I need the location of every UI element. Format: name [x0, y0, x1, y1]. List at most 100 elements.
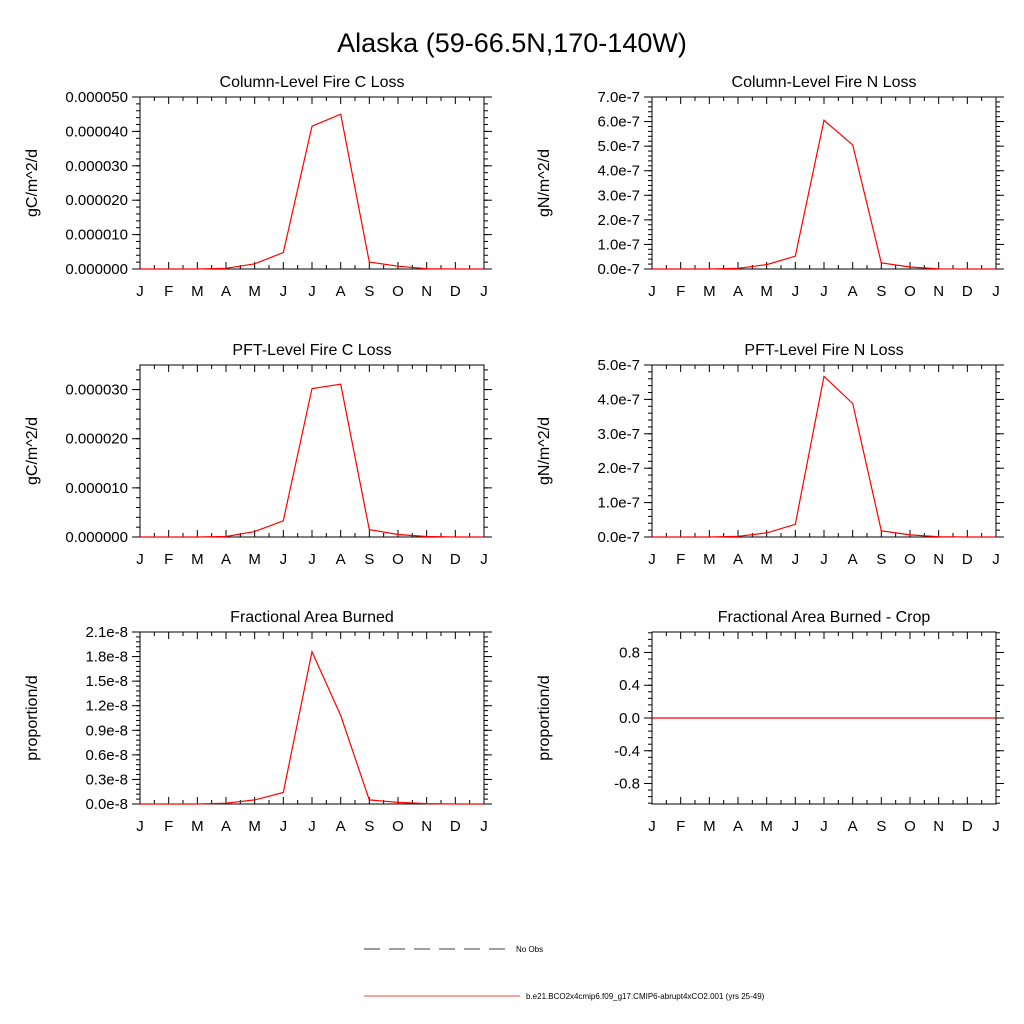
x-tick-label: A: [221, 818, 231, 835]
panel-title: PFT-Level Fire C Loss: [232, 342, 391, 359]
y-axis-label: gN/m^2/d: [536, 417, 553, 485]
panel-6: Fractional Area Burned - Crop proportion/…: [536, 609, 1004, 835]
x-tick-label: N: [421, 818, 432, 835]
x-tick-label: F: [164, 283, 173, 300]
x-tick-label: N: [933, 818, 944, 835]
x-tick-label: J: [820, 818, 828, 835]
x-tick-label: O: [392, 283, 404, 300]
series-line: [652, 119, 996, 270]
x-tick-label: D: [450, 818, 461, 835]
x-tick-label: D: [450, 283, 461, 300]
x-tick-label: O: [904, 551, 916, 568]
x-tick-label: M: [760, 283, 773, 300]
x-tick-label: M: [191, 818, 204, 835]
x-tick-label: J: [480, 551, 488, 568]
y-tick-label: 5.0e-7: [597, 357, 640, 374]
x-tick-label: O: [904, 818, 916, 835]
x-tick-label: J: [820, 283, 828, 300]
x-tick-label: N: [421, 551, 432, 568]
x-tick-label: F: [164, 818, 173, 835]
y-tick-label: -0.4: [614, 743, 640, 760]
x-tick-label: J: [648, 283, 656, 300]
y-tick-label: 0.0e-8: [85, 796, 128, 813]
y-tick-label: 0.8: [619, 644, 640, 661]
x-tick-label: D: [450, 551, 461, 568]
x-tick-label: F: [676, 551, 685, 568]
x-tick-label: S: [364, 283, 374, 300]
legend: No Obs b.e21.BCO2x4cmip6.f09_g17.CMIP6-a…: [364, 945, 765, 1001]
y-axis-label: proportion/d: [536, 675, 553, 760]
x-tick-label: J: [648, 818, 656, 835]
x-tick-label: J: [308, 818, 316, 835]
y-tick-label: 0.000000: [65, 529, 128, 546]
y-tick-label: 0.000020: [65, 431, 128, 448]
panel-title: Fractional Area Burned - Crop: [718, 609, 931, 626]
x-tick-label: M: [703, 818, 716, 835]
x-tick-label: J: [792, 551, 800, 568]
x-tick-label: M: [248, 818, 261, 835]
panel-title: Column-Level Fire C Loss: [220, 74, 405, 91]
y-tick-label: 0.000000: [65, 261, 128, 278]
x-tick-label: J: [992, 818, 1000, 835]
y-tick-label: 0.4: [619, 677, 640, 694]
y-axis-label: gN/m^2/d: [536, 149, 553, 217]
y-tick-label: 4.0e-7: [597, 391, 640, 408]
x-tick-label: J: [280, 551, 288, 568]
y-tick-label: 1.2e-8: [85, 698, 128, 715]
x-tick-label: A: [221, 551, 231, 568]
x-tick-label: A: [336, 818, 346, 835]
x-tick-label: A: [733, 551, 743, 568]
y-tick-label: 2.0e-7: [597, 460, 640, 477]
x-tick-label: J: [280, 283, 288, 300]
x-tick-label: A: [336, 283, 346, 300]
x-tick-label: J: [308, 551, 316, 568]
x-tick-label: J: [648, 551, 656, 568]
x-tick-label: M: [703, 283, 716, 300]
x-tick-label: J: [792, 818, 800, 835]
y-tick-label: 3.0e-7: [597, 187, 640, 204]
x-tick-label: S: [364, 818, 374, 835]
legend-no-obs-label: No Obs: [516, 945, 543, 954]
y-tick-label: 4.0e-7: [597, 163, 640, 180]
x-tick-label: A: [733, 818, 743, 835]
x-tick-label: J: [136, 551, 144, 568]
x-tick-label: F: [676, 818, 685, 835]
x-tick-label: A: [848, 551, 858, 568]
x-tick-label: S: [876, 283, 886, 300]
x-tick-label: D: [962, 283, 973, 300]
y-tick-label: 0.000030: [65, 382, 128, 399]
x-tick-label: J: [480, 283, 488, 300]
x-tick-label: N: [933, 283, 944, 300]
y-tick-label: 5.0e-7: [597, 138, 640, 155]
y-axis-label: gC/m^2/d: [24, 417, 41, 485]
plot-frame: [139, 96, 485, 270]
x-tick-label: J: [992, 283, 1000, 300]
x-tick-label: A: [733, 283, 743, 300]
series-line: [140, 113, 484, 270]
y-tick-label: 0.0: [619, 710, 640, 727]
x-tick-label: J: [992, 551, 1000, 568]
y-tick-label: -0.8: [614, 776, 640, 793]
y-tick-label: 0.000040: [65, 123, 128, 140]
y-tick-label: 2.0e-7: [597, 212, 640, 229]
y-tick-label: 0.000010: [65, 480, 128, 497]
x-tick-label: M: [248, 283, 261, 300]
y-tick-label: 0.000050: [65, 89, 128, 106]
x-tick-label: O: [392, 818, 404, 835]
x-tick-label: M: [760, 551, 773, 568]
y-tick-label: 1.0e-7: [597, 495, 640, 512]
x-tick-label: J: [308, 283, 316, 300]
x-tick-label: O: [392, 551, 404, 568]
x-tick-label: A: [336, 551, 346, 568]
plot-frame: [651, 364, 997, 538]
y-tick-label: 0.000020: [65, 192, 128, 209]
x-tick-label: D: [962, 818, 973, 835]
x-tick-label: A: [221, 283, 231, 300]
y-tick-label: 0.000010: [65, 227, 128, 244]
x-tick-label: J: [820, 551, 828, 568]
